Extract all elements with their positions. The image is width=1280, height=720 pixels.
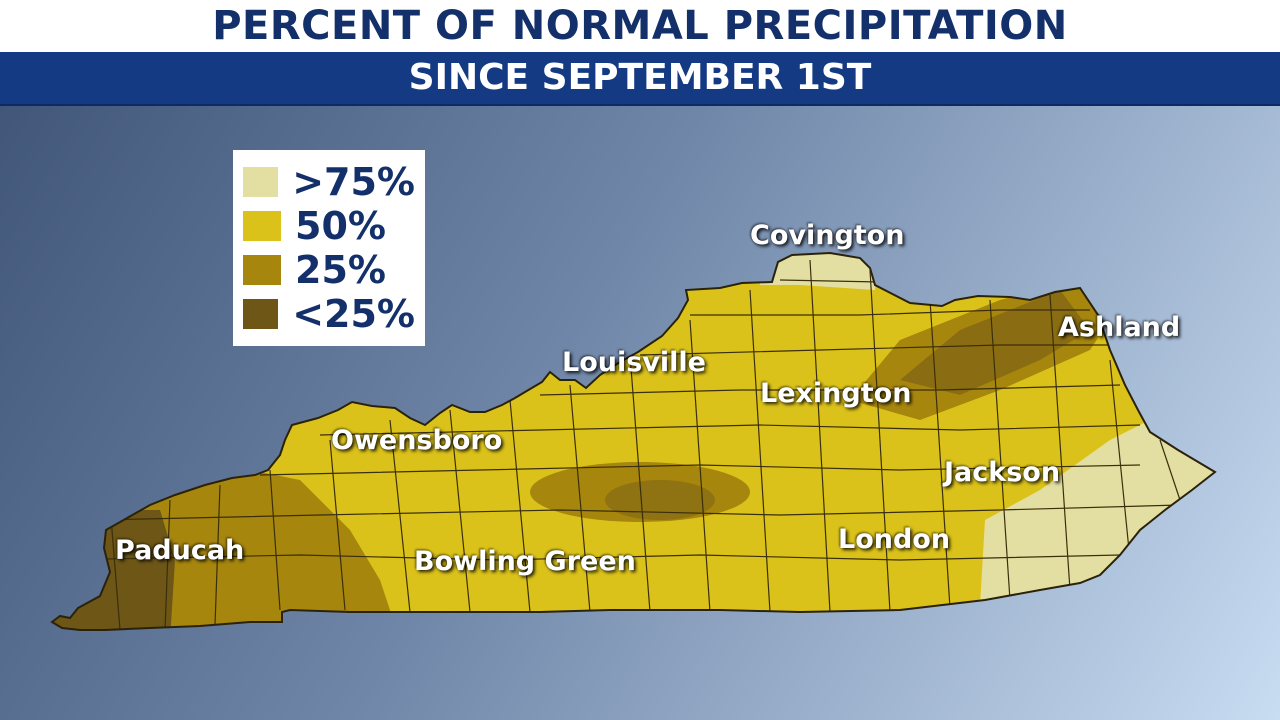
city-label-owensboro: Owensboro xyxy=(331,425,503,456)
legend-label-lt25: <25% xyxy=(292,292,415,336)
city-label-bowling-green: Bowling Green xyxy=(414,546,636,577)
city-label-london: London xyxy=(838,524,951,555)
map-title: PERCENT OF NORMAL PRECIPITATION xyxy=(212,3,1068,49)
city-label-covington: Covington xyxy=(750,220,905,251)
title-banner: PERCENT OF NORMAL PRECIPITATION xyxy=(0,0,1280,52)
legend-label-25: 25% xyxy=(295,248,386,292)
legend-swatch-50 xyxy=(243,211,281,241)
zone-lt25-central xyxy=(605,480,715,520)
legend: >75% 50% 25% <25% xyxy=(233,150,425,346)
state-outline xyxy=(50,251,1217,631)
legend-item-gt75: >75% xyxy=(243,160,415,204)
zone-lt25-northeast xyxy=(900,290,1090,395)
city-label-lexington: Lexington xyxy=(760,378,912,409)
legend-label-gt75: >75% xyxy=(292,160,415,204)
legend-swatch-lt25 xyxy=(243,299,279,329)
subtitle-banner: SINCE SEPTEMBER 1ST xyxy=(0,52,1280,106)
county-lines xyxy=(59,259,1181,630)
map-subtitle: SINCE SEPTEMBER 1ST xyxy=(408,57,872,98)
legend-swatch-gt75 xyxy=(243,167,279,197)
city-label-ashland: Ashland xyxy=(1058,312,1181,343)
legend-item-50: 50% xyxy=(243,204,415,248)
legend-item-25: 25% xyxy=(243,248,415,292)
city-label-louisville: Louisville xyxy=(562,347,706,378)
legend-item-lt25: <25% xyxy=(243,292,415,336)
zone-gt75-north xyxy=(760,253,880,290)
legend-label-50: 50% xyxy=(295,204,386,248)
city-label-paducah: Paducah xyxy=(115,535,245,566)
legend-swatch-25 xyxy=(243,255,281,285)
city-label-jackson: Jackson xyxy=(944,457,1061,488)
